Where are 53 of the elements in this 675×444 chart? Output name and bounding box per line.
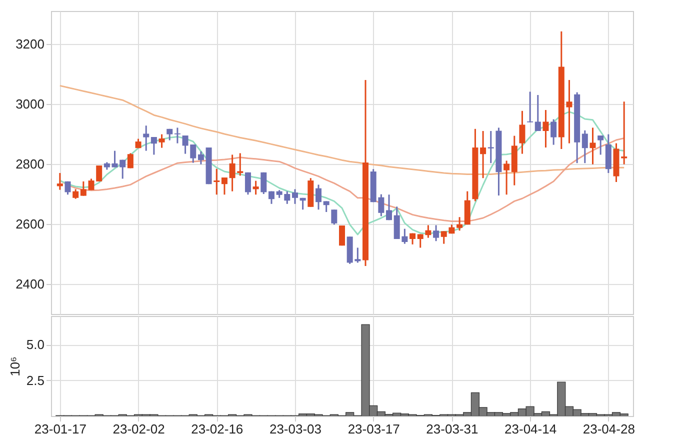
x-tick-label: 23-04-14 — [504, 422, 557, 436]
x-tick-label: 23-04-28 — [582, 422, 635, 436]
candlestick — [433, 224, 440, 242]
x-tick-label: 23-03-03 — [269, 422, 322, 436]
candlestick — [150, 136, 157, 156]
x-tick-label: 23-02-16 — [191, 422, 244, 436]
candlestick — [504, 160, 510, 196]
y-axis-title: 10⁶ — [7, 356, 22, 376]
y-tick-label: 3000 — [16, 96, 44, 112]
candlestick — [268, 190, 274, 205]
candlestick — [527, 90, 534, 124]
y-tick-label: 5.0 — [26, 337, 44, 352]
candlestick — [590, 126, 596, 166]
candlestick — [519, 110, 526, 155]
candlestick — [244, 172, 251, 196]
y-tick-label: 2600 — [16, 216, 44, 232]
candlestick — [542, 109, 549, 148]
candlestick — [64, 180, 71, 196]
candlestick — [198, 150, 204, 166]
line-series — [59, 137, 625, 222]
candlestick — [56, 172, 63, 191]
candlestick — [339, 224, 345, 246]
candlestick — [550, 118, 557, 146]
candlestick — [598, 134, 604, 156]
y-tick-label: 2.5 — [26, 372, 44, 388]
candlestick — [127, 152, 134, 169]
candlestick — [323, 200, 330, 213]
candlestick — [315, 184, 322, 210]
line-series — [59, 84, 625, 175]
candlestick — [252, 180, 259, 196]
y-tick-label: 2800 — [16, 156, 44, 172]
y-tick-label: 3200 — [16, 36, 44, 52]
x-tick-label: 23-02-02 — [112, 422, 165, 436]
candlestick — [72, 188, 79, 200]
candlestick — [292, 188, 298, 205]
candlestick — [534, 94, 541, 132]
candlestick — [214, 168, 220, 196]
candlestick — [174, 126, 180, 144]
candlestick — [80, 180, 86, 197]
candlestick — [331, 208, 338, 226]
candlestick — [143, 124, 150, 152]
x-tick-label: 23-01-17 — [34, 422, 86, 436]
candlestick — [582, 130, 588, 164]
x-tick-label: 23-03-17 — [348, 422, 400, 436]
candlestick — [260, 172, 267, 195]
candlestick — [221, 176, 228, 196]
candlestick — [621, 100, 628, 166]
y-tick-label: 2400 — [16, 276, 44, 292]
candlestick — [386, 194, 392, 221]
candlestick — [480, 130, 486, 179]
x-tick-label: 23-03-31 — [426, 422, 478, 436]
candlestick — [456, 216, 463, 232]
candlestick — [158, 134, 165, 149]
